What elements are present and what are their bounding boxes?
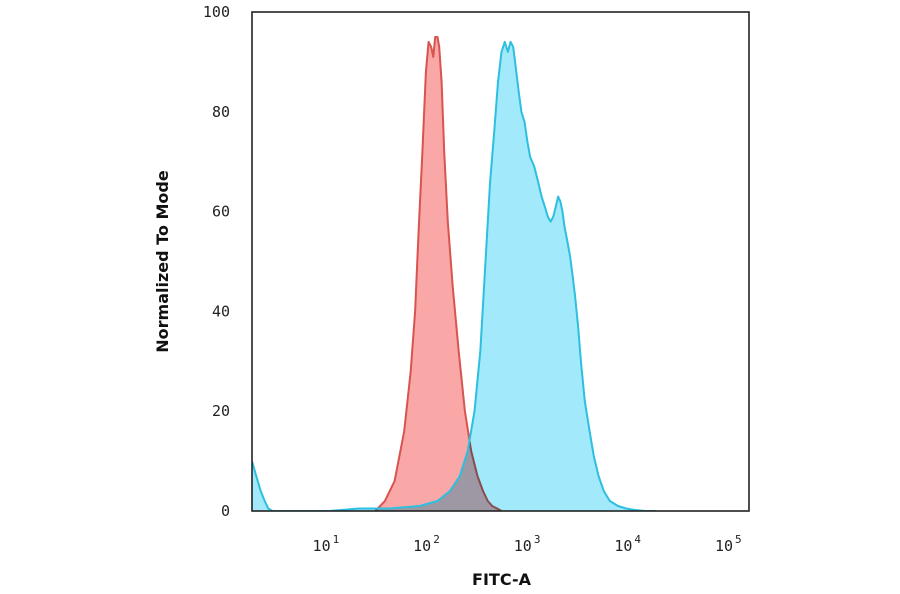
x-axis-label: FITC-A [472, 570, 532, 589]
x-tick-label: 10 1 [313, 533, 340, 555]
x-tick-label: 10 5 [715, 533, 742, 555]
x-tick-label: 10 3 [514, 533, 541, 555]
plot-area [252, 36, 657, 511]
y-tick-label: 20 [212, 402, 230, 420]
series-1-line [252, 40, 657, 511]
plot-frame [251, 11, 750, 512]
y-tick-label: 80 [212, 103, 230, 121]
x-tick-label: 10 2 [413, 533, 440, 555]
x-tick-label: 10 4 [614, 533, 641, 555]
y-tick-label: 60 [212, 203, 230, 221]
series-1-area [252, 41, 657, 511]
y-axis-label: Normalized To Mode [153, 170, 172, 353]
y-axis-ticks: 0 20 40 60 80 100 [203, 3, 230, 520]
x-axis-ticks: 10 1 10 2 10 3 10 4 10 5 [313, 533, 742, 555]
y-tick-label: 0 [221, 502, 230, 520]
y-tick-label: 100 [203, 3, 230, 21]
series-0-area [375, 37, 502, 511]
y-tick-label: 40 [212, 302, 230, 320]
